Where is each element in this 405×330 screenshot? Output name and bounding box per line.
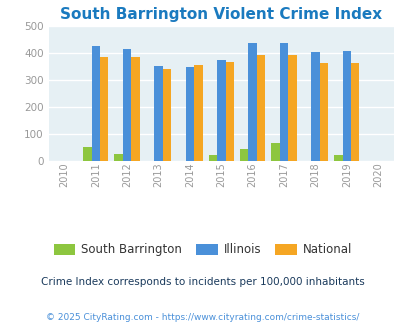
Bar bbox=[342, 51, 350, 161]
Bar bbox=[131, 57, 139, 161]
Bar bbox=[217, 60, 225, 161]
Title: South Barrington Violent Crime Index: South Barrington Violent Crime Index bbox=[60, 8, 382, 22]
Bar bbox=[239, 149, 248, 161]
Bar bbox=[123, 50, 131, 161]
Bar bbox=[319, 63, 327, 161]
Bar bbox=[225, 62, 233, 161]
Legend: South Barrington, Illinois, National: South Barrington, Illinois, National bbox=[49, 239, 356, 261]
Bar bbox=[350, 63, 358, 161]
Bar bbox=[154, 66, 162, 161]
Bar bbox=[114, 154, 123, 161]
Bar bbox=[162, 69, 171, 161]
Bar bbox=[83, 147, 91, 161]
Bar bbox=[248, 43, 256, 161]
Bar bbox=[310, 52, 319, 161]
Bar bbox=[271, 143, 279, 161]
Bar bbox=[279, 43, 288, 161]
Bar bbox=[91, 46, 100, 161]
Bar bbox=[100, 57, 108, 161]
Bar bbox=[185, 67, 194, 161]
Bar bbox=[256, 55, 265, 161]
Text: © 2025 CityRating.com - https://www.cityrating.com/crime-statistics/: © 2025 CityRating.com - https://www.city… bbox=[46, 313, 359, 322]
Bar bbox=[333, 154, 342, 161]
Text: Crime Index corresponds to incidents per 100,000 inhabitants: Crime Index corresponds to incidents per… bbox=[41, 278, 364, 287]
Bar bbox=[194, 65, 202, 161]
Bar bbox=[288, 55, 296, 161]
Bar bbox=[208, 155, 217, 161]
